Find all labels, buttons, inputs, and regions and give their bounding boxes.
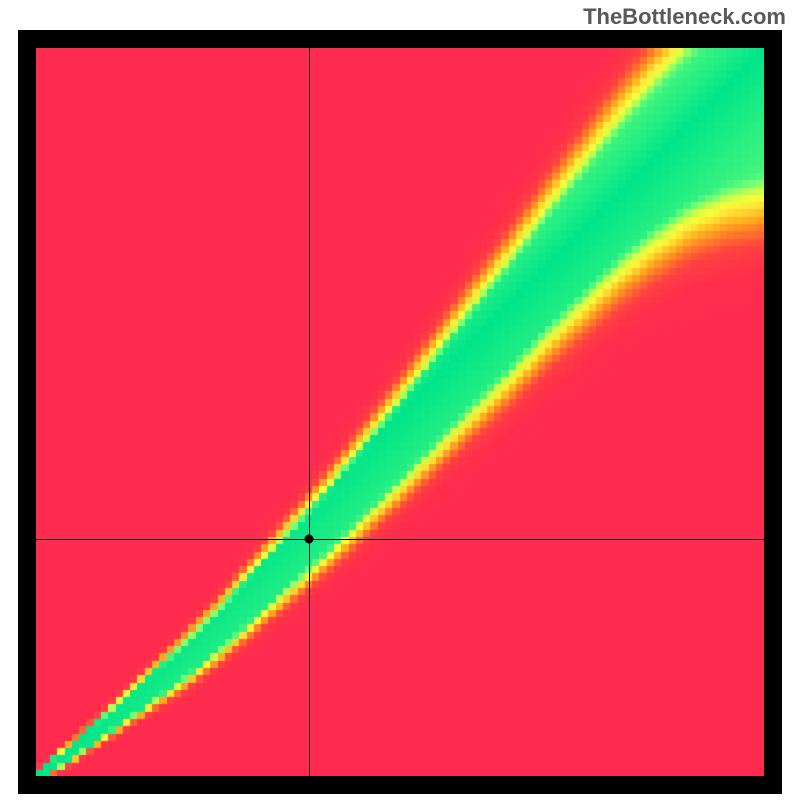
crosshair-horizontal xyxy=(36,539,764,540)
crosshair-vertical xyxy=(309,48,310,776)
marker-point xyxy=(305,535,314,544)
watermark-text: TheBottleneck.com xyxy=(583,4,786,30)
bottleneck-heatmap xyxy=(36,48,764,776)
plot-frame xyxy=(18,30,782,794)
